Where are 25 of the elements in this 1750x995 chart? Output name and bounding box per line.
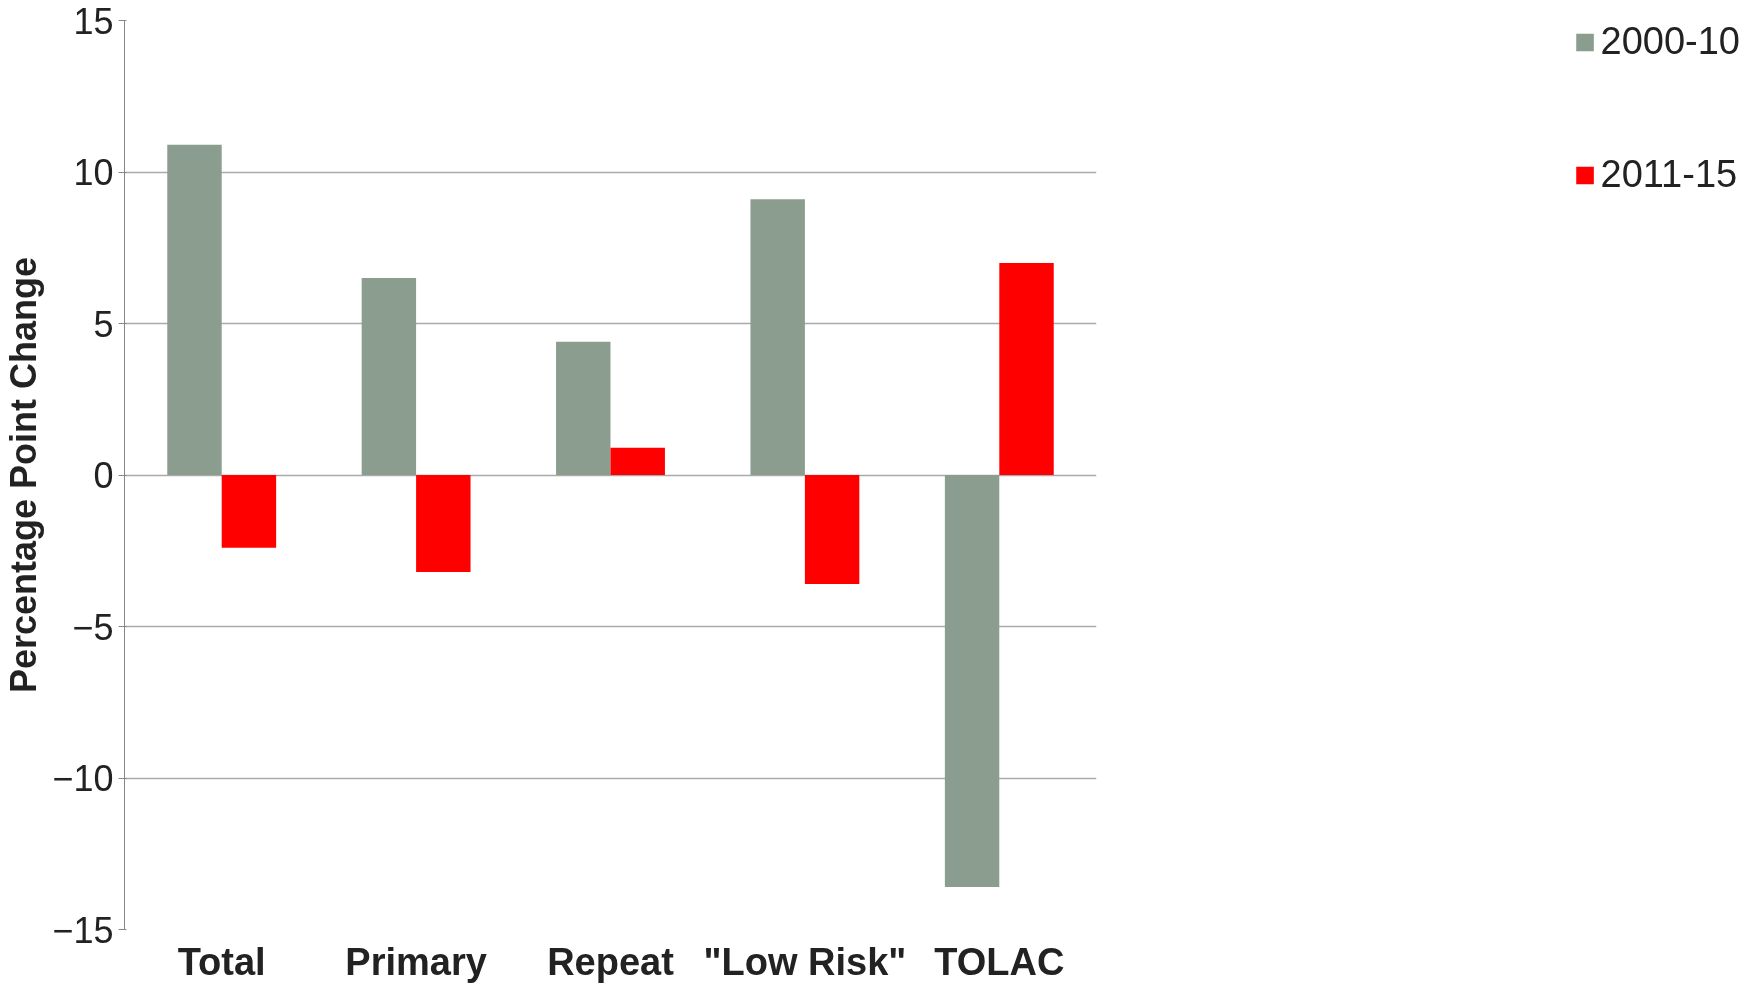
bar <box>750 199 805 475</box>
y-tick-label: 15 <box>73 0 114 42</box>
y-axis-title: Percentage Point Change <box>3 256 45 694</box>
bar <box>167 144 222 475</box>
legend-label: 2000-10 <box>1600 20 1740 63</box>
y-tick-label: −10 <box>52 758 114 799</box>
bar <box>416 475 471 572</box>
bar <box>944 475 1000 888</box>
bar <box>556 341 611 475</box>
bar <box>804 475 860 585</box>
bar <box>361 278 417 475</box>
x-tick-label: Primary <box>345 940 487 983</box>
y-tick-label: 5 <box>93 303 114 345</box>
y-tick-label: 0 <box>93 455 114 496</box>
bar <box>221 475 277 548</box>
bar <box>999 262 1054 475</box>
y-tick-label: −15 <box>52 909 114 951</box>
x-tick-label: Total <box>177 940 266 983</box>
legend-label: 2011-15 <box>1600 153 1738 196</box>
x-tick-label: Repeat <box>547 940 675 983</box>
bar <box>610 447 665 475</box>
x-tick-label: "Low Risk" <box>703 940 907 983</box>
x-tick-label: TOLAC <box>934 940 1065 983</box>
y-tick-label: 10 <box>73 152 114 193</box>
y-tick-label: −5 <box>72 606 114 648</box>
